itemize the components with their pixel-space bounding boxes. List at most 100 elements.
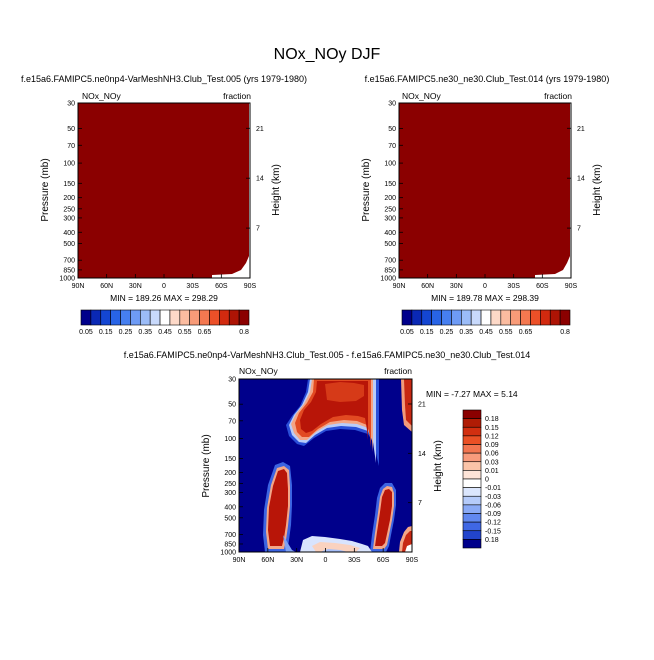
colorbar-diff-label: 0.18 xyxy=(485,537,499,544)
colorbar-main-box xyxy=(238,309,250,326)
diff-left-column-core xyxy=(268,469,288,546)
x-tick-label: 90S xyxy=(406,557,419,564)
colorbar-main-box xyxy=(120,309,131,326)
colorbar-main-label: 0.55 xyxy=(178,329,192,336)
colorbar-diff-label: -0.12 xyxy=(485,520,501,527)
y-tick-label: 1000 xyxy=(220,550,236,557)
panel-1-field xyxy=(78,103,249,278)
panel-1-x-axis: 90N 60N 30N 0 30S 60S 90S xyxy=(72,274,257,290)
x-tick-label: 30S xyxy=(507,283,520,290)
colorbar-diff-label: -0.09 xyxy=(485,511,501,518)
diff-right-strip-core xyxy=(404,379,412,426)
y-tick-label: 400 xyxy=(63,230,75,237)
colorbar-main-label: 0.05 xyxy=(79,329,93,336)
colorbar-diff-box xyxy=(462,487,482,497)
colorbar-main-box xyxy=(228,309,240,326)
panel-2-height-axis: 21 14 7 xyxy=(567,126,585,233)
colorbar-main-label: 0.45 xyxy=(158,329,172,336)
colorbar-main-box xyxy=(159,309,171,326)
panel-2-ylabel: Pressure (mb) xyxy=(361,158,372,221)
x-tick-label: 60N xyxy=(421,283,434,290)
colorbar-diff-box xyxy=(462,409,482,419)
x-tick-label: 0 xyxy=(162,283,166,290)
colorbar-main-label: 0.8 xyxy=(560,329,570,336)
panel-1-units-label: fraction xyxy=(223,91,251,101)
x-tick-label: 90N xyxy=(72,283,85,290)
x-tick-label: 30S xyxy=(348,557,361,564)
colorbar-main-box xyxy=(530,309,541,326)
y-tick-label: 50 xyxy=(67,126,75,133)
height-tick-label: 7 xyxy=(256,226,260,233)
colorbar-main-label: 0.05 xyxy=(400,329,414,336)
y-tick-label: 200 xyxy=(384,195,396,202)
colorbar-main-label: 0.45 xyxy=(479,329,493,336)
y-tick-label: 500 xyxy=(384,241,396,248)
y-tick-label: 250 xyxy=(384,206,396,213)
x-tick-label: 0 xyxy=(483,283,487,290)
colorbar-main-box xyxy=(431,309,442,326)
panel-3-title: f.e15a6.FAMIPC5.ne0np4-VarMeshNH3.Club_T… xyxy=(124,350,531,360)
colorbar-diff-label: 0 xyxy=(485,477,489,484)
colorbar-main-box xyxy=(130,309,141,326)
y-tick-label: 850 xyxy=(384,267,396,274)
colorbar-main-box xyxy=(520,309,531,326)
height-tick-label: 14 xyxy=(577,176,585,183)
x-tick-label: 0 xyxy=(324,557,328,564)
y-tick-label: 30 xyxy=(388,101,396,108)
y-tick-label: 100 xyxy=(384,161,396,168)
x-tick-label: 30N xyxy=(290,557,303,564)
colorbar-diff-label: 0.03 xyxy=(485,459,499,466)
colorbar-main-box xyxy=(421,309,432,326)
y-tick-label: 500 xyxy=(224,515,236,522)
y-tick-label: 70 xyxy=(228,418,236,425)
y-tick-label: 200 xyxy=(63,195,75,202)
colorbar-diff-box xyxy=(462,444,482,454)
colorbar-main-label: 0.65 xyxy=(198,329,212,336)
y-tick-label: 1000 xyxy=(59,276,75,283)
x-tick-label: 90S xyxy=(565,283,578,290)
colorbar-diff-label: -0.03 xyxy=(485,494,501,501)
colorbar-diff-label: 0.06 xyxy=(485,451,499,458)
x-tick-label: 30N xyxy=(450,283,463,290)
colorbar-diff-box xyxy=(462,426,482,437)
y-tick-label: 300 xyxy=(384,215,396,222)
panel-2: f.e15a6.FAMIPC5.ne30_ne30.Club_Test.014 … xyxy=(361,74,609,303)
height-tick-label: 14 xyxy=(418,451,426,458)
x-tick-label: 60S xyxy=(215,283,228,290)
height-tick-label: 21 xyxy=(418,401,426,408)
panel-2-variable-label: NOx_NOy xyxy=(402,91,441,101)
colorbar-main-box xyxy=(549,309,561,326)
panel-3-height-axis: 21 14 7 xyxy=(408,401,426,507)
panel-3: f.e15a6.FAMIPC5.ne0np4-VarMeshNH3.Club_T… xyxy=(124,350,531,564)
panel-2-units-label: fraction xyxy=(544,91,572,101)
panel-1-variable-label: NOx_NOy xyxy=(82,91,121,101)
colorbar-diff-box xyxy=(462,504,482,514)
colorbar-main-box xyxy=(500,309,512,326)
y-tick-label: 700 xyxy=(384,258,396,265)
diff-surface-band-blue xyxy=(320,549,348,552)
height-tick-label: 7 xyxy=(577,226,581,233)
y-tick-label: 50 xyxy=(388,126,396,133)
y-tick-label: 200 xyxy=(224,470,236,477)
y-tick-label: 500 xyxy=(63,241,75,248)
colorbar-diff-label: -0.06 xyxy=(485,502,501,509)
panel-1-ylabel-right: Height (km) xyxy=(271,164,282,216)
y-tick-label: 400 xyxy=(384,230,396,237)
colorbar-diff-label: 0.18 xyxy=(485,416,499,423)
y-tick-label: 30 xyxy=(228,377,236,384)
colorbar-main-copy: 0.05 0.15 0.25 0.35 0.45 0.55 0.65 0.8 xyxy=(400,309,571,336)
panel-3-ylabel: Pressure (mb) xyxy=(201,434,212,497)
x-tick-label: 90N xyxy=(233,557,246,564)
y-tick-label: 100 xyxy=(63,161,75,168)
panel-2-title: f.e15a6.FAMIPC5.ne30_ne30.Club_Test.014 … xyxy=(365,74,610,84)
y-tick-label: 150 xyxy=(224,456,236,463)
colorbar-main-box xyxy=(411,309,423,326)
x-tick-label: 60N xyxy=(261,557,274,564)
y-tick-label: 300 xyxy=(224,490,236,497)
colorbar-main-box xyxy=(110,309,121,326)
x-tick-label: 60S xyxy=(536,283,549,290)
colorbar-diff-box xyxy=(462,478,482,488)
colorbar-diff-box xyxy=(462,521,482,532)
panel-2-min-max: MIN = 189.78 MAX = 298.39 xyxy=(431,293,539,303)
